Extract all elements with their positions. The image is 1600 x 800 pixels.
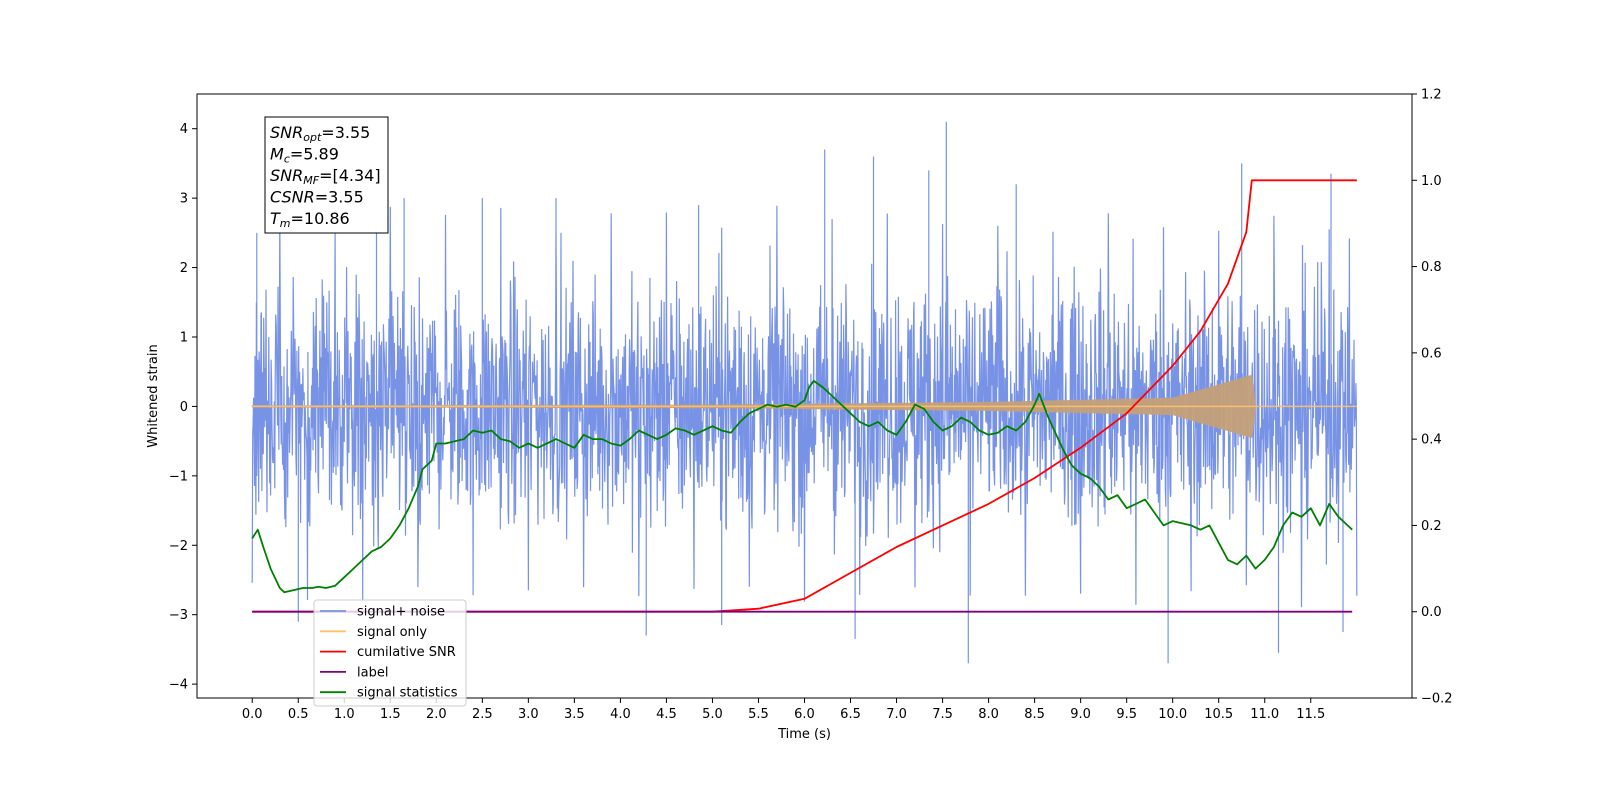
x-tick-label: 10.5 [1204,707,1233,722]
info-line: CSNR=3.55 [270,188,364,207]
y-tick-label: −2 [169,539,188,554]
x-tick-label: 1.0 [334,707,355,722]
y-tick-label: −4 [169,678,188,693]
legend-frame [313,599,467,707]
legend-label: cumilative SNR [357,645,456,660]
y2-tick-label: 1.0 [1421,174,1442,189]
info-line: SNRopt=3.55 [270,123,370,144]
y2-tick-label: 0.0 [1421,605,1442,620]
x-tick-label: 3.5 [564,707,585,722]
y2-tick-label: 0.8 [1421,260,1442,275]
x-tick-label: 10.0 [1158,707,1187,722]
y2-tick-label: 0.4 [1421,433,1442,448]
info-line: Tm=10.86 [270,209,350,230]
x-tick-label: 6.5 [840,707,861,722]
series-signal-noise [251,121,1358,664]
x-tick-label: 11.0 [1250,707,1279,722]
x-tick-label: 0.0 [242,707,263,722]
x-tick-label: 0.5 [288,707,309,722]
y2-tick-label: 0.2 [1421,519,1442,534]
x-tick-label: 4.0 [610,707,631,722]
legend: signal+ noise signal only cumilative SNR la… [313,599,467,707]
y2-tick-label: 1.2 [1421,88,1442,103]
y-axis-right: −0.2 0.0 0.2 0.4 0.6 0.8 1.0 1.2 [1412,88,1453,707]
series-cumilative-snr [252,179,1357,613]
y-tick-label: 1 [180,330,188,345]
y2-tick-label: 0.6 [1421,346,1442,361]
legend-label: signal statistics [357,686,458,701]
series-signal-statistics [251,380,1353,594]
x-tick-label: 5.0 [702,707,723,722]
x-tick-label: 6.0 [794,707,815,722]
y-tick-label: 0 [180,400,188,415]
x-tick-label: 3.0 [518,707,539,722]
y2-tick-label: −0.2 [1421,692,1453,707]
x-tick-label: 9.5 [1116,707,1137,722]
y-tick-label: 3 [180,192,188,207]
x-tick-label: 8.5 [1024,707,1045,722]
x-tick-label: 8.0 [978,707,999,722]
legend-label: label [357,665,388,680]
y-tick-label: 2 [180,261,188,276]
x-tick-label: 2.0 [426,707,447,722]
x-axis: 0.0 0.5 1.0 1.5 2.0 2.5 3.0 3.5 4.0 4.5 5.0 5.5 6.0 6… [242,698,1325,722]
x-tick-label: 1.5 [380,707,401,722]
x-tick-label: 7.0 [886,707,907,722]
legend-label: signal+ noise [357,605,445,620]
legend-label: signal only [357,625,427,640]
x-tick-label: 9.0 [1070,707,1091,722]
x-tick-label: 5.5 [748,707,769,722]
x-tick-label: 2.5 [472,707,493,722]
info-box-frame [264,116,389,234]
y-tick-label: −1 [169,469,188,484]
y-axis-title: Whitened strain [146,344,161,447]
x-tick-label: 11.5 [1296,707,1325,722]
x-axis-title: Time (s) [777,727,831,742]
y-tick-label: 4 [180,122,188,137]
info-line: SNRMF=[4.34] [270,166,381,187]
y-tick-label: −3 [169,608,188,623]
y-axis-left: −4 −3 −2 −1 0 1 2 3 4 [169,122,197,693]
x-tick-label: 7.5 [932,707,953,722]
series-layer [251,121,1358,664]
info-line: Mc=5.89 [270,145,339,166]
x-tick-label: 4.5 [656,707,677,722]
